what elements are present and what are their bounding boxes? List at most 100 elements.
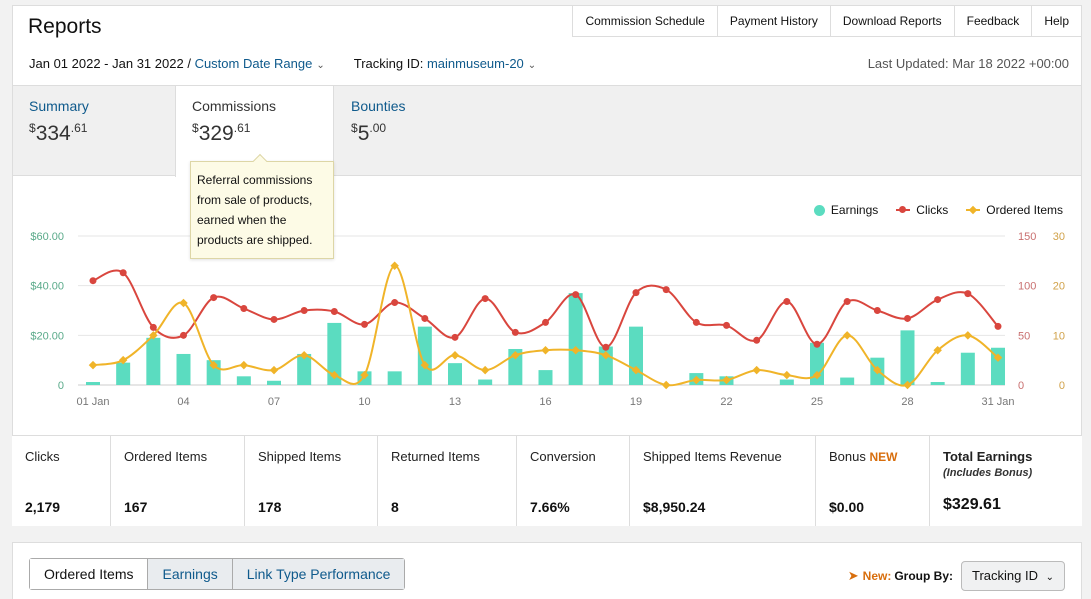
x-tick-label: 10 xyxy=(358,396,370,408)
legend-earnings[interactable]: Earnings xyxy=(813,203,878,217)
legend-clicks[interactable]: Clicks xyxy=(896,203,948,217)
y-right-clicks-tick-label: 50 xyxy=(1018,330,1030,342)
ordered-items-point xyxy=(601,350,611,360)
ordered-items-point xyxy=(209,360,218,370)
ordered-items-point xyxy=(360,370,369,380)
new-badge: NEW xyxy=(869,450,898,464)
x-tick-label: 19 xyxy=(630,396,642,408)
clicks-point xyxy=(572,291,580,299)
download-reports-link[interactable]: Download Reports xyxy=(831,6,955,36)
x-tick-label: 25 xyxy=(811,396,823,408)
tab-bounties[interactable]: Bounties $5.00 xyxy=(335,86,485,177)
earnings-bar xyxy=(900,330,915,385)
group-by-control: ➤ New: Group By: Tracking ID ⌄ xyxy=(848,561,1065,591)
ordered-items-point xyxy=(149,331,158,340)
tab-bounties-label: Bounties xyxy=(351,98,406,114)
y-right-clicks-tick-label: 150 xyxy=(1018,231,1036,243)
clicks-point xyxy=(692,318,700,326)
feedback-link[interactable]: Feedback xyxy=(955,6,1033,36)
help-link[interactable]: Help xyxy=(1044,14,1069,28)
clicks-point xyxy=(934,296,942,304)
ordered-items-point xyxy=(692,375,701,385)
clicks-point xyxy=(542,318,549,326)
earnings-bar xyxy=(779,379,794,385)
tab-summary-amount: $334.61 xyxy=(29,121,88,145)
earnings-bar xyxy=(538,370,553,385)
tab-commissions-amount: $329.61 xyxy=(192,121,251,145)
group-by-label: Group By: xyxy=(894,569,953,583)
report-table-panel: Ordered Items Earnings Link Type Perform… xyxy=(12,542,1082,599)
legend-ordered-items[interactable]: Ordered Items xyxy=(966,203,1063,217)
clicks-point xyxy=(511,328,519,336)
group-by-select[interactable]: Tracking ID ⌄ xyxy=(961,561,1065,591)
ordered-items-point xyxy=(480,365,490,375)
clicks-point xyxy=(964,290,972,298)
y-left-tick-label: 0 xyxy=(58,380,64,392)
chart-legend: Earnings Clicks Ordered Items xyxy=(813,203,1063,217)
commission-schedule-link[interactable]: Commission Schedule xyxy=(573,6,718,36)
stat-total-earnings: Total Earnings (Includes Bonus) $329.61 xyxy=(943,449,1033,513)
x-tick-label: 31 Jan xyxy=(981,396,1014,408)
clicks-point xyxy=(873,307,881,314)
page-title: Reports xyxy=(28,15,102,38)
x-tick-label: 13 xyxy=(449,396,461,408)
stat-bonus: Bonus NEW $0.00 xyxy=(816,436,930,526)
x-tick-label: 01 Jan xyxy=(76,396,109,408)
y-right-clicks-tick-label: 100 xyxy=(1018,281,1036,293)
y-right-clicks-tick-label: 0 xyxy=(1018,380,1024,392)
rocket-icon: ➤ xyxy=(847,568,859,583)
chevron-down-icon[interactable]: ⌄ xyxy=(527,60,537,71)
y-left-tick-label: $40.00 xyxy=(30,281,64,293)
earnings-bar xyxy=(267,380,281,385)
clicks-point xyxy=(330,307,338,315)
tab-commissions-label: Commissions xyxy=(192,98,277,114)
clicks-point xyxy=(361,320,368,328)
tab-earnings[interactable]: Earnings xyxy=(148,559,233,589)
earnings-bar xyxy=(206,360,221,385)
tab-summary[interactable]: Summary $334.61 xyxy=(13,86,175,177)
chevron-down-icon[interactable]: ⌄ xyxy=(316,60,325,71)
tracking-id-dropdown[interactable]: mainmuseum-20 xyxy=(426,56,524,71)
clicks-point xyxy=(662,286,670,294)
ordered-items-point xyxy=(873,365,882,375)
earnings-bar xyxy=(629,326,643,385)
ordered-items-point xyxy=(88,360,98,370)
clicks-point xyxy=(481,295,489,303)
x-tick-label: 04 xyxy=(177,396,189,408)
clicks-point xyxy=(180,331,187,339)
clicks-point xyxy=(632,289,640,297)
clicks-point xyxy=(994,322,1002,330)
ordered-items-line-icon xyxy=(966,209,981,211)
earnings-bar xyxy=(840,377,855,385)
tooltip-text: Referral commissions from sale of produc… xyxy=(197,173,313,247)
ordered-items-point xyxy=(179,298,188,308)
commissions-tooltip: Referral commissions from sale of produc… xyxy=(190,153,334,259)
x-tick-label: 07 xyxy=(268,396,280,408)
y-right-items-tick-label: 20 xyxy=(1053,281,1065,293)
earnings-bar xyxy=(417,326,432,385)
y-right-items-tick-label: 0 xyxy=(1059,380,1065,392)
clicks-point xyxy=(270,315,278,323)
ordered-items-point xyxy=(752,365,761,375)
custom-date-range-dropdown[interactable]: Custom Date Range xyxy=(194,56,313,71)
tab-ordered-items[interactable]: Ordered Items xyxy=(30,559,149,589)
date-range-text: Jan 01 2022 - Jan 31 2022 xyxy=(29,56,184,71)
stats-row: Clicks 2,179 Ordered Items 167 Shipped Ite… xyxy=(12,435,1082,526)
clicks-point xyxy=(843,298,851,306)
x-tick-label: 16 xyxy=(539,396,551,408)
stat-returned-items: Returned Items 8 xyxy=(378,436,517,526)
clicks-point xyxy=(813,340,821,348)
tab-bounties-amount: $5.00 xyxy=(351,121,387,145)
clicks-point xyxy=(783,298,791,306)
x-tick-label: 28 xyxy=(901,396,913,408)
ordered-items-point xyxy=(269,365,279,375)
chevron-down-icon: ⌄ xyxy=(1045,572,1054,583)
ordered-items-point xyxy=(571,345,580,355)
earnings-dot-icon xyxy=(813,204,825,216)
tab-link-type-performance[interactable]: Link Type Performance xyxy=(232,559,405,589)
ordered-items-point xyxy=(842,331,852,340)
y-left-tick-label: $20.00 xyxy=(30,330,64,342)
payment-history-link[interactable]: Payment History xyxy=(718,6,831,36)
stat-clicks: Clicks 2,179 xyxy=(12,436,111,526)
earnings-bar xyxy=(930,382,945,385)
